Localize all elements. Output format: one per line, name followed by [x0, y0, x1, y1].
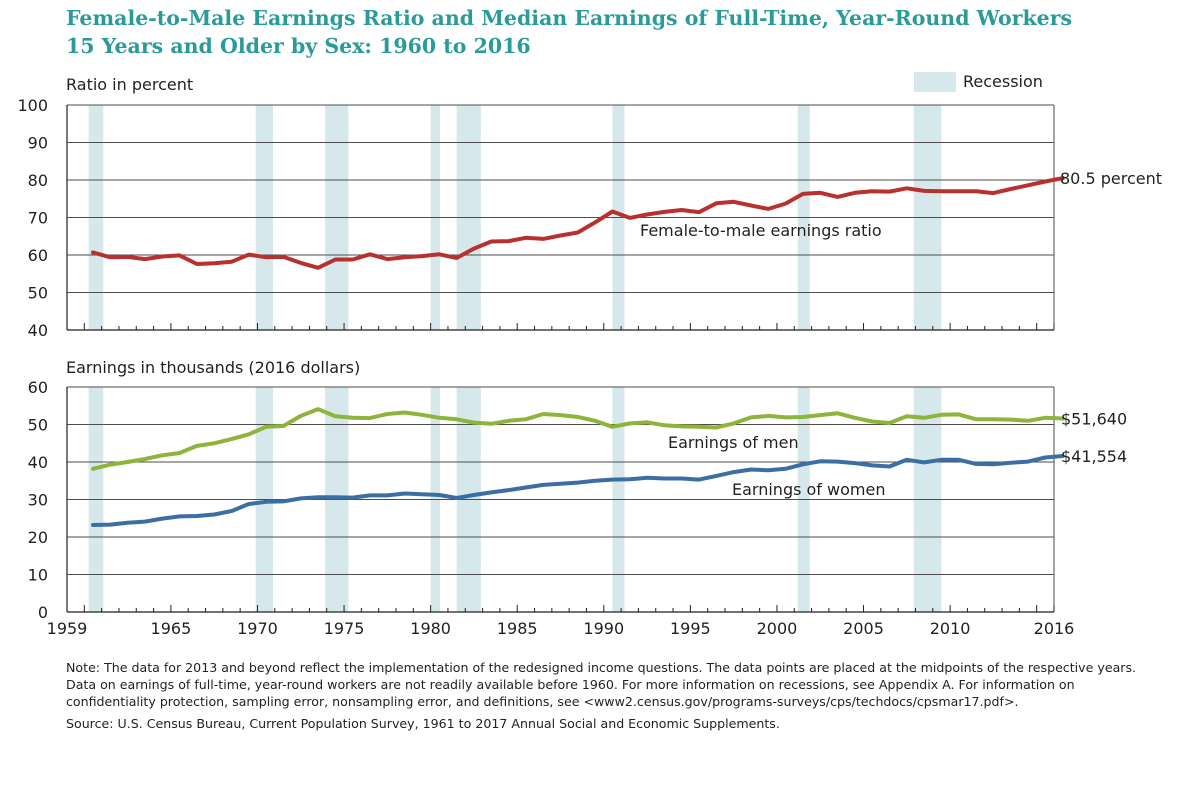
ratio-series-label-1: Female-to-male earnings ratio [640, 221, 882, 240]
earnings-y-tick-label: 50 [28, 416, 48, 435]
notes-block: Note: The data for 2013 and beyond refle… [66, 659, 1146, 732]
x-tick-label: 2000 [757, 619, 798, 638]
x-tick-label: 1985 [497, 619, 538, 638]
earnings-series-line-2 [91, 454, 1065, 527]
x-tick-label: 1959 [47, 619, 88, 638]
chart-note: Note: The data for 2013 and beyond refle… [66, 660, 1137, 710]
x-tick-label: 1980 [410, 619, 451, 638]
x-tick-label: 1995 [670, 619, 711, 638]
ratio-end-value-label-1: 80.5 percent [1060, 169, 1162, 188]
earnings-end-value-label-2: $41,554 [1061, 447, 1127, 466]
earnings-series-label-1: Earnings of men [668, 433, 799, 452]
earnings-y-tick-label: 0 [38, 603, 48, 622]
ratio-axis-label: Ratio in percent [66, 75, 193, 94]
ratio-y-tick-label: 90 [28, 134, 48, 153]
ratio-y-tick-label: 50 [28, 284, 48, 303]
x-tick-label: 2016 [1034, 619, 1075, 638]
x-tick-label: 1970 [237, 619, 278, 638]
chart-title: Female-to-Male Earnings Ratio and Median… [66, 4, 1072, 60]
chart-figure: Recession Ratio in percent 40 50 60 70 80 90 1… [17, 72, 1162, 638]
x-tick-label: 2010 [930, 619, 971, 638]
x-tick-label: 1990 [583, 619, 624, 638]
earnings-series-line-1 [91, 407, 1065, 471]
earnings-y-tick-label: 60 [28, 378, 48, 397]
ratio-y-tick-label: 80 [28, 171, 48, 190]
earnings-y-tick-label: 10 [28, 566, 48, 585]
earnings-end-value-label-1: $51,640 [1061, 410, 1127, 429]
ratio-y-tick-label: 70 [28, 209, 48, 228]
chart-title-line-2: 15 Years and Older by Sex: 1960 to 2016 [66, 34, 531, 58]
chart-source: Source: U.S. Census Bureau, Current Popu… [66, 715, 780, 731]
earnings-panel: Earnings in thousands (2016 dollars) 0 10… [28, 358, 1128, 638]
x-tick-label: 1965 [151, 619, 192, 638]
earnings-series-label-2: Earnings of women [732, 480, 885, 499]
chart-title-line-1: Female-to-Male Earnings Ratio and Median… [66, 6, 1073, 30]
ratio-panel: Ratio in percent 40 50 60 70 80 90 100 Female-t… [17, 75, 1162, 340]
ratio-y-tick-label: 100 [17, 96, 48, 115]
earnings-axis-label: Earnings in thousands (2016 dollars) [66, 358, 360, 377]
ratio-y-tick-label: 60 [28, 246, 48, 265]
ratio-series-line-1 [91, 176, 1065, 270]
recession-legend-swatch [914, 72, 956, 92]
recession-legend: Recession [914, 72, 1043, 92]
x-tick-label: 2005 [843, 619, 884, 638]
earnings-y-tick-label: 20 [28, 528, 48, 547]
ratio-y-tick-label: 40 [28, 321, 48, 340]
recession-legend-label: Recession [963, 72, 1043, 91]
x-tick-label: 1975 [324, 619, 365, 638]
earnings-y-tick-label: 40 [28, 453, 48, 472]
earnings-y-tick-label: 30 [28, 491, 48, 510]
